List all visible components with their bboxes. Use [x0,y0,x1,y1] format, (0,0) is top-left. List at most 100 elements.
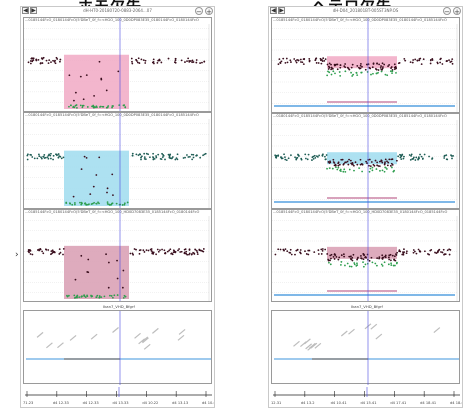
cnv-track-2[interactable]: ...0180144FcO_0185144FcO(5'DBeT_0f_f=<HG… [271,113,460,209]
cnv-track-2[interactable]: ...0180144FcO_0185144FcO(5'DBeT_0f_f=<HG… [23,112,212,209]
probe-point [334,72,336,75]
prev-arrow-icon[interactable]: ◀ [270,7,277,14]
probe-point [307,153,310,156]
probe-point [191,158,194,161]
probe-point [81,104,84,107]
probe-point [380,68,383,71]
probe-point [90,295,93,298]
next-arrow-icon[interactable]: ▶ [30,7,37,14]
scale-tick-label: · [211,291,212,295]
probe-point [139,153,142,156]
zoom-out-icon[interactable]: − [195,7,203,16]
probe-point [360,257,363,260]
probe-point [409,158,412,161]
probe-point [374,262,377,265]
probe-point [387,65,389,68]
probe-point [417,248,420,251]
probe-point [81,106,84,109]
probe-point [396,251,399,254]
scale-tick-label: · [459,280,460,284]
probe-point [76,106,78,109]
cnv-track-1[interactable]: ...0185144FcO_0180144FcO(5'DBeT_0f_f=<HG… [23,17,212,112]
probe-point [336,63,339,66]
panel-title: dH-D04_201801BT-005ST3NP.OS [332,8,399,13]
probe-point [338,163,341,166]
scale-tick-label: · [459,144,460,148]
probe-point [86,203,89,206]
probe-point [160,158,163,160]
probe-point [274,253,277,256]
probe-point [377,165,380,167]
probe-point [390,67,392,69]
gene-track-label: Ikan7_VHD_Bfgrf [103,304,135,309]
probe-point [39,62,42,65]
gene-annotation [46,342,53,349]
cnv-track-3[interactable]: ...0185144FcO_0180144FcO(5'DBeT_0f_f=<HG… [271,209,460,302]
probe-point [403,248,405,251]
probe-point [340,158,343,161]
probe-point [346,262,349,265]
probe-point [192,153,195,156]
cnv-track-1[interactable]: ...0185144FcO_0180144FcO(5'DBeT_0f_f=<HG… [271,17,460,113]
probe-point [353,263,356,266]
probe-point [82,98,85,101]
probe-point [330,63,332,66]
probe-point [349,257,352,260]
probe-point [397,62,400,65]
probe-point [190,253,193,256]
probe-point [196,251,199,254]
probe-point [348,158,350,161]
probe-point [391,166,393,169]
scale-tick-label: · [459,187,460,191]
probe-point [27,248,30,251]
probe-point [450,60,453,63]
probe-point [368,259,371,262]
probe-point [338,71,341,73]
probe-point [376,62,378,65]
probe-point [405,250,408,253]
probe-point [371,261,374,264]
next-arrow-icon[interactable]: ▶ [278,7,285,14]
probe-point [395,254,398,256]
probe-point [191,59,194,62]
probe-point [326,74,329,77]
probe-point [437,250,439,253]
probe-point [65,201,68,204]
probe-point [138,62,141,64]
probe-point [380,70,383,73]
prev-arrow-icon[interactable]: ◀ [22,7,29,14]
probe-point [192,156,195,159]
probe-point [196,253,199,256]
probe-point [412,249,415,251]
zoom-in-icon[interactable]: + [205,7,213,16]
gene-annotation-track[interactable] [271,310,460,385]
probe-point [315,57,318,60]
deletion-region [327,56,397,69]
probe-point [130,57,133,60]
probe-point [334,254,337,256]
zoom-out-icon[interactable]: − [443,7,451,16]
scale-tick-label: · [459,133,460,137]
probe-point [307,253,310,256]
probe-point [344,70,347,73]
probe-point [277,248,280,251]
probe-point [107,105,110,107]
probe-point [362,258,365,261]
probe-point [35,59,38,62]
probe-point [39,248,42,251]
probe-point [176,153,179,156]
probe-point [47,249,50,251]
gene-annotation-track[interactable] [23,310,212,385]
probe-point [348,68,351,71]
cnv-track-3[interactable]: ...0185144FcO_0180144FcO(5'DBeT_0f_f=<HG… [23,209,212,302]
zoom-in-icon[interactable]: + [453,7,461,16]
probe-point [173,61,176,64]
gene-annotation [307,344,315,351]
probe-point [327,68,330,70]
probe-point [43,157,46,159]
probe-point [286,250,289,253]
probe-point [324,248,327,251]
probe-point [121,286,124,289]
probe-point [372,63,375,65]
probe-point [330,73,333,76]
